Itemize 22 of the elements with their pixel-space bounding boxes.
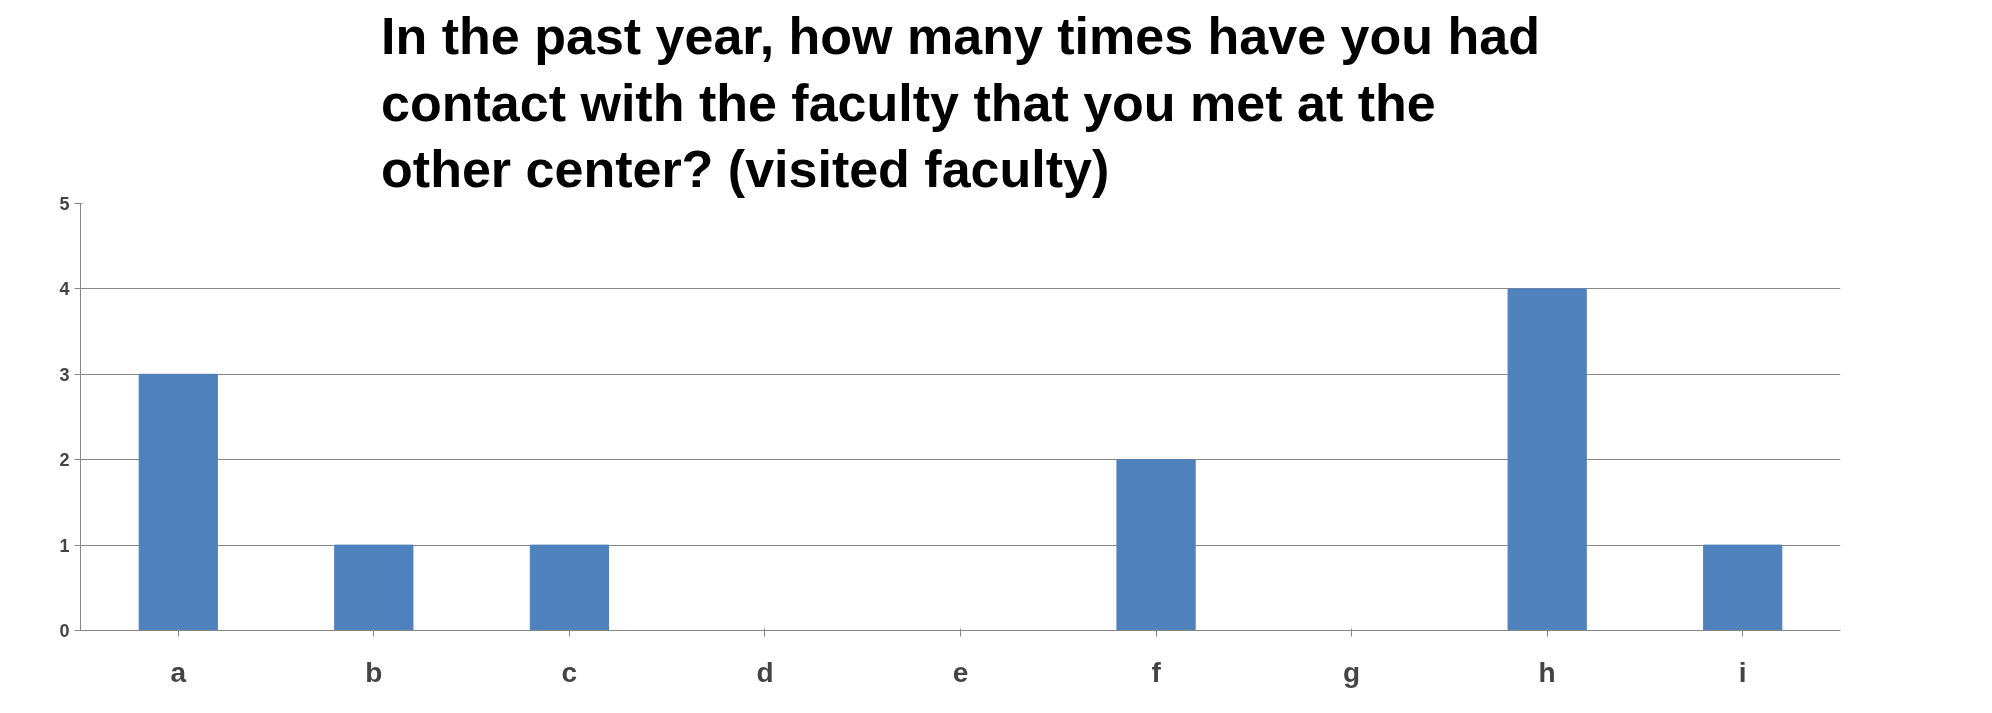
y-tick-label: 1 bbox=[59, 535, 70, 556]
x-tick-label: c bbox=[561, 656, 578, 688]
x-tick-label: b bbox=[365, 656, 383, 688]
y-tick-label: 4 bbox=[59, 279, 70, 300]
y-tick-label: 0 bbox=[59, 621, 70, 641]
bar bbox=[1507, 288, 1587, 631]
x-tick-label: f bbox=[1151, 656, 1162, 688]
x-tick-label: g bbox=[1343, 656, 1361, 688]
x-tick-label: i bbox=[1738, 656, 1747, 688]
y-tick-label: 5 bbox=[59, 194, 70, 214]
chart-title: In the past year, how many times have you had contact with the faculty that you met at the other center? (visited faculty) bbox=[381, 7, 1540, 199]
bar bbox=[1703, 544, 1783, 631]
bar bbox=[138, 373, 218, 631]
y-tick-label: 3 bbox=[59, 364, 70, 385]
x-tick-label: d bbox=[756, 656, 774, 688]
bar bbox=[334, 544, 414, 631]
x-tick-label: h bbox=[1538, 656, 1556, 688]
x-tick-label: a bbox=[170, 656, 187, 688]
x-tick-label: e bbox=[952, 656, 969, 688]
y-tick-label: 2 bbox=[59, 450, 70, 471]
bar bbox=[529, 544, 609, 631]
bar bbox=[1116, 459, 1196, 631]
